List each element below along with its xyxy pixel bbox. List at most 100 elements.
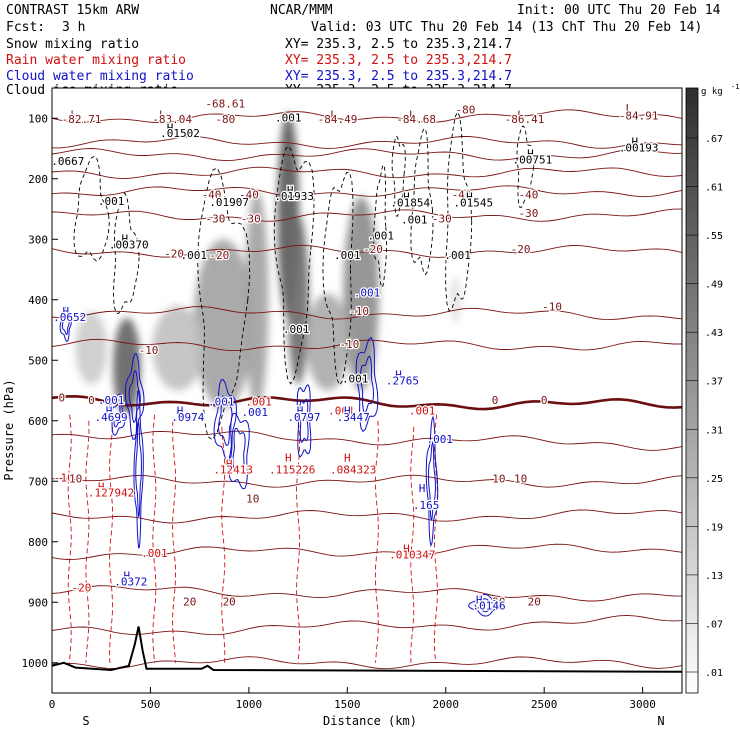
cloud-water-contour-7-0 — [425, 415, 439, 548]
temp-contour--60-2 — [52, 148, 682, 162]
contour-label-0: L — [70, 108, 77, 121]
contour-label-7: -84.49 — [318, 113, 358, 126]
y-tick-label-4: 500 — [28, 354, 48, 367]
contour-label-102: 20 — [223, 595, 236, 608]
cloud-water-contour-2-1 — [135, 421, 142, 518]
contour-label-19: .00193 — [619, 142, 659, 155]
y-tick-label-7: 800 — [28, 536, 48, 549]
contour-label-66: 0 — [492, 394, 499, 407]
contour-label-70: H — [177, 405, 184, 418]
contour-label-55: .001 — [283, 323, 310, 336]
contour-label-99: .0372 — [114, 575, 147, 588]
cloud-water-contour-5-0 — [296, 384, 312, 458]
contour-label-46: .001 — [334, 249, 361, 262]
colorbar-ticks: .67 .61 .55 .49 .43 .37 .31 .25 .19 .13 .07 .01 — [686, 134, 723, 679]
y-tick-label-9: 1000 — [22, 657, 49, 670]
contour-label-16: H — [167, 122, 174, 135]
contour-label-36: -30 — [241, 212, 261, 225]
contour-label-50: .001 — [354, 287, 381, 300]
cloud-water-contour-6-1 — [359, 355, 375, 414]
contour-label-44: .001 — [181, 249, 208, 262]
contour-label-26: -40 — [239, 189, 259, 202]
contour-label-65: 0 — [88, 394, 95, 407]
contour-label-93: 10 — [492, 473, 505, 486]
colorbar-tick-label-11: .01 — [705, 668, 723, 679]
contour-label-74: .0797 — [287, 411, 320, 424]
contour-label-104: 20 — [492, 595, 505, 608]
x-tick-label-5: 2500 — [531, 698, 558, 711]
x-end-label-south: S — [82, 714, 89, 728]
temp-contour-20-15 — [52, 614, 682, 636]
contour-label-20: .0667 — [51, 155, 84, 168]
colorbar-tick-label-3: .49 — [705, 280, 723, 291]
temp-contour-10-12 — [52, 509, 682, 524]
contour-label-14: -84.91 — [619, 110, 659, 123]
field-cloud-water-xy: XY= 235.3, 2.5 to 235.3,214.7 — [285, 69, 512, 84]
colorbar-unit-exponent: -1 — [731, 83, 739, 91]
colorbar-tick-label-0: .67 — [705, 134, 723, 145]
contour-label-31: H — [466, 191, 473, 204]
valid-time: Valid: 03 UTC Thu 20 Feb 14 (13 ChT Thu … — [311, 20, 702, 35]
contour-label-21: H — [527, 148, 534, 161]
contour-label-22: .00751 — [513, 154, 553, 167]
cloud-water-contours — [59, 305, 503, 617]
contour-label-90: 10 — [246, 492, 259, 505]
contour-label-9: -84.68 — [396, 113, 436, 126]
temp-contour--50-3 — [52, 166, 682, 180]
x-axis-label: Distance (km) — [323, 714, 417, 728]
axes: 0 500 1000 1500 2000 2500 30001002003004005006… — [22, 112, 656, 711]
contour-label-58: .001 — [342, 373, 369, 386]
contour-label-59: H — [395, 368, 402, 381]
ice-contour-9 — [391, 135, 406, 217]
plot-background — [52, 88, 682, 693]
contour-label-24: .01933 — [274, 190, 314, 203]
temp-contour--10-8 — [52, 338, 682, 352]
x-tick-label-6: 3000 — [629, 698, 656, 711]
snow-shade-1 — [287, 215, 309, 385]
contour-label-51: H — [62, 305, 69, 318]
center-title: NCAR/MMM — [270, 3, 333, 18]
terrain-line — [52, 626, 682, 673]
colorbar: g kg -1 .67 .61 .55 .49 .43 .37 .31 .25 .19 .13 .0… — [685, 83, 739, 694]
contour-label-2: -68.61 — [205, 97, 245, 110]
snow-shade-6 — [305, 293, 350, 391]
x-tick-label-0: 0 — [49, 698, 56, 711]
contour-label-45: -20 — [209, 249, 229, 262]
contour-label-89: .127942 — [88, 486, 134, 499]
contour-label-33: -40 — [518, 189, 538, 202]
contour-label-92: .165 — [413, 499, 440, 512]
x-tick-label-4: 2000 — [433, 698, 460, 711]
contour-label-69: .4699 — [95, 411, 128, 424]
field-rain-xy: XY= 235.3, 2.5 to 235.3,214.7 — [285, 53, 512, 68]
colorbar-tick-label-4: .43 — [705, 328, 723, 339]
contour-label-5: -80 — [215, 113, 235, 126]
contour-label-60: .2765 — [386, 374, 419, 387]
contour-label-103: H — [476, 594, 483, 607]
field-cloud-water-name: Cloud water mixing ratio — [6, 69, 194, 84]
contour-label-34: .001 — [98, 195, 125, 208]
ice-contour-6 — [410, 127, 434, 276]
contour-label-35: -30 — [205, 212, 225, 225]
contour-label-8: L — [409, 108, 416, 121]
colorbar-tick-label-5: .37 — [705, 377, 723, 388]
contour-label-71: .0974 — [171, 411, 204, 424]
contour-label-61: .001 — [98, 394, 125, 407]
model-title: CONTRAST 15km ARW — [6, 3, 139, 18]
cloud-water-contour-0-0 — [108, 393, 126, 436]
temp-contour--70-1 — [52, 136, 682, 149]
y-axis-label: Pressure (hPa) — [2, 379, 16, 480]
contour-label-77: .3447 — [337, 411, 370, 424]
temp-contour-0-9 — [52, 394, 682, 411]
contour-label-1: -82.71 — [62, 113, 102, 126]
contour-label-79: .001 — [427, 433, 454, 446]
cloud-water-contour-3-1 — [218, 395, 233, 446]
colorbar-tick-label-9: .13 — [705, 571, 723, 582]
rain-contour-3 — [152, 414, 157, 663]
init-time: Init: 00 UTC Thu 20 Feb 14 — [517, 3, 721, 18]
snow-shade-3 — [193, 239, 253, 409]
contour-label-57: -10 — [339, 338, 359, 351]
snow-shade-9 — [450, 275, 461, 324]
colorbar-ramp — [685, 87, 699, 694]
contour-label-81: .12413 — [213, 463, 253, 476]
